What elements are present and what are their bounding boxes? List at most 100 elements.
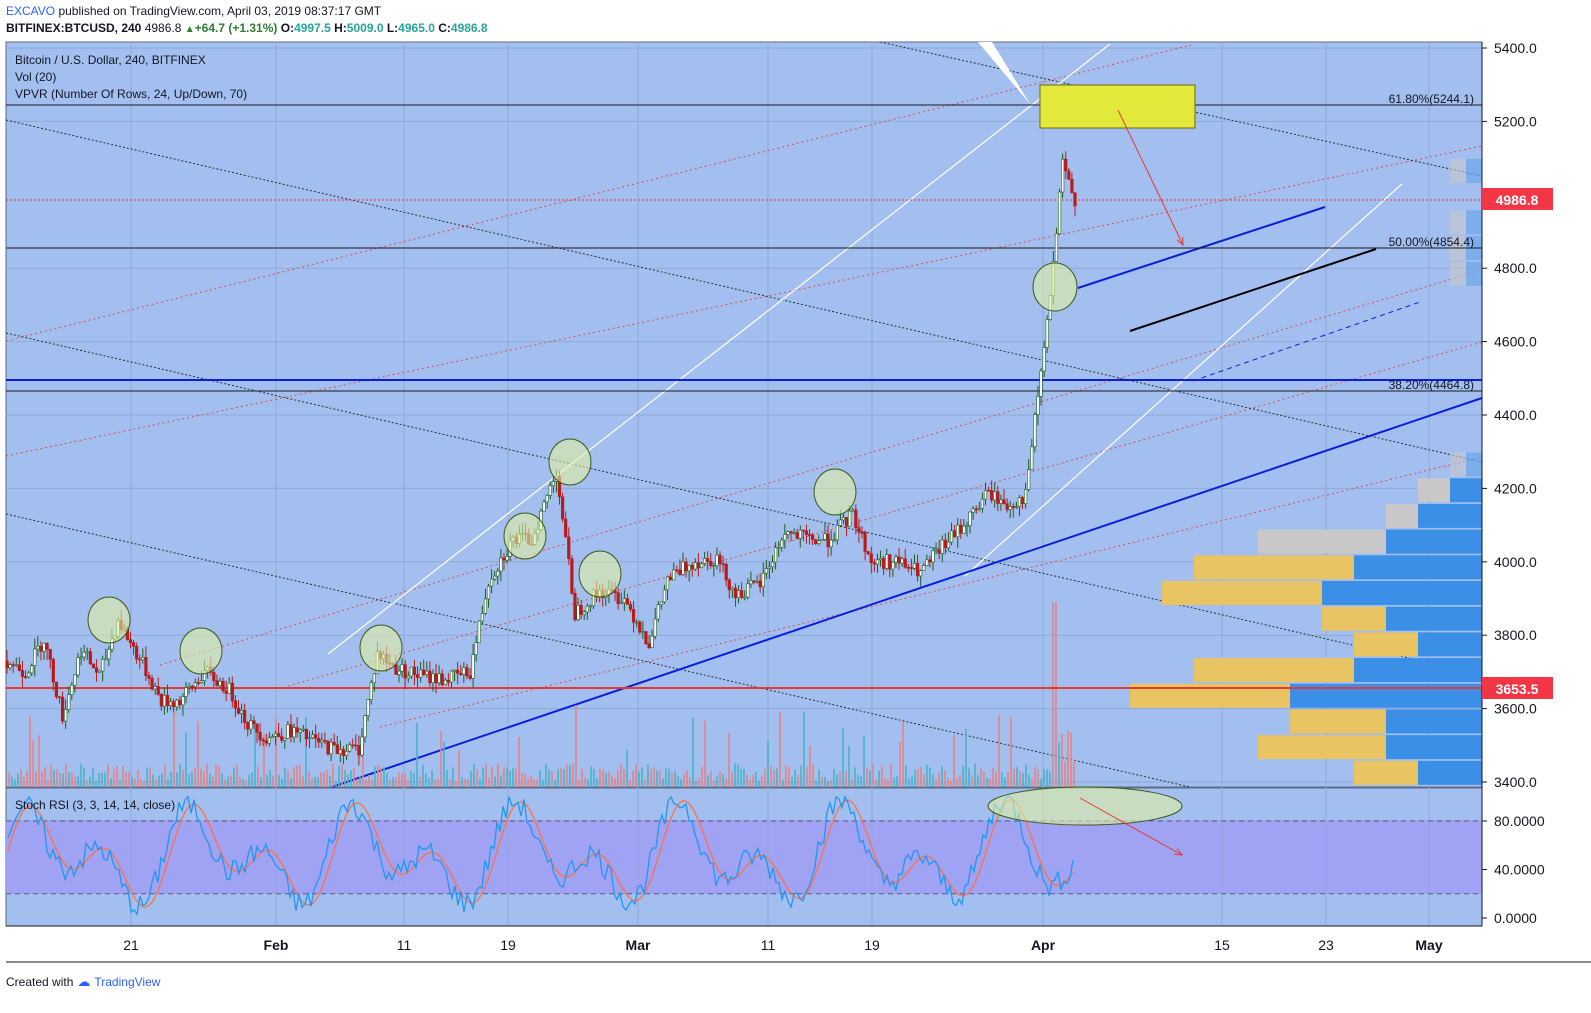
volume-bar <box>845 770 847 787</box>
volume-bar <box>506 768 508 787</box>
black-dotted-trendline <box>5 513 1191 788</box>
vpvr-down-bar <box>1418 503 1482 528</box>
volume-bar <box>662 778 664 787</box>
candle-down <box>996 491 1000 504</box>
price-tick-label: 4200.0 <box>1494 480 1537 496</box>
candle-up <box>922 565 926 571</box>
volume-bar <box>398 772 400 787</box>
candle-down <box>1073 192 1077 207</box>
candle-up <box>838 519 843 526</box>
candle-up <box>835 525 839 541</box>
volume-bar <box>53 770 55 787</box>
candle-down <box>616 592 620 604</box>
volume-bar <box>14 779 16 787</box>
candle-down <box>882 558 886 569</box>
volume-bar <box>761 776 763 787</box>
volume-bar <box>752 774 754 787</box>
volume-bar <box>410 771 412 787</box>
candle-down <box>706 558 710 562</box>
volume-bar <box>371 779 373 787</box>
candle-up <box>298 729 302 733</box>
candle-down <box>215 680 219 686</box>
volume-bar <box>971 776 973 787</box>
volume-bar <box>26 770 28 787</box>
volume-bar <box>299 765 301 787</box>
candle-down <box>323 739 327 742</box>
volume-bar <box>704 720 706 787</box>
volume-bar <box>452 767 454 787</box>
volume-bar <box>473 763 475 787</box>
candle-down <box>351 744 355 747</box>
volume-bar <box>833 768 835 787</box>
candle-up <box>42 643 46 652</box>
vpvr-down-bar <box>1466 158 1482 183</box>
volume-bar <box>947 777 949 787</box>
volume-bar <box>314 776 316 787</box>
volume-bar <box>893 777 895 787</box>
candle-down <box>758 580 762 588</box>
volume-bar <box>146 767 148 787</box>
footer-brand[interactable]: TradingView <box>94 975 161 989</box>
volume-bar <box>263 734 265 787</box>
volume-bar <box>122 766 124 787</box>
candle-down <box>172 701 176 708</box>
candle-down <box>801 529 805 532</box>
candle-down <box>150 678 154 690</box>
candle-down <box>261 739 265 742</box>
candle-up <box>681 561 685 575</box>
volume-bar <box>989 778 991 787</box>
volume-bar <box>560 768 562 787</box>
volume-bar <box>923 774 925 787</box>
blue-dashed-line <box>1192 301 1421 382</box>
volume-bar <box>362 742 364 787</box>
volume-bar <box>617 770 619 787</box>
volume-bar <box>857 774 859 787</box>
candle-up <box>227 682 231 694</box>
candle-up <box>968 511 972 526</box>
price-tick-label: 4000.0 <box>1494 554 1537 570</box>
stoch-k-line <box>7 794 1074 917</box>
candle-up <box>452 669 457 672</box>
volume-bar <box>824 777 826 787</box>
candle-down <box>974 508 978 511</box>
candle-up <box>409 666 413 677</box>
publisher-name[interactable]: EXCAVO <box>6 4 56 18</box>
volume-bar <box>776 768 778 787</box>
volume-bar <box>524 774 526 787</box>
close-label: C: <box>438 21 451 35</box>
candle-down <box>91 663 96 669</box>
volume-bar <box>644 779 646 787</box>
candle-up <box>1045 319 1049 348</box>
annotation-markers <box>87 84 1196 856</box>
candle-up <box>369 682 373 700</box>
candle-up <box>1033 414 1037 448</box>
candle-down <box>696 562 701 569</box>
volume-bar <box>260 777 262 787</box>
candle-down <box>1070 178 1074 194</box>
candle-up <box>329 742 333 755</box>
ohlc-line: BITFINEX:BTCUSD, 240 4986.8 ▲+64.7 (+1.3… <box>6 21 488 35</box>
volume-bar <box>482 767 484 787</box>
candle-up <box>576 604 580 620</box>
highlight-circle <box>578 550 622 598</box>
volume-bar <box>728 733 730 787</box>
volume-bar <box>212 776 214 787</box>
candle-down <box>468 675 472 679</box>
volume-bar <box>1016 767 1018 787</box>
vpvr-up-bar <box>1194 555 1354 580</box>
candle-up <box>27 672 31 678</box>
candle-down <box>17 664 21 671</box>
volume-bar <box>869 770 871 787</box>
vpvr-up-bar <box>1162 580 1322 605</box>
candle-up <box>764 568 768 574</box>
candle-up <box>545 495 549 503</box>
volume-bar <box>89 777 91 787</box>
volume-bar <box>206 763 208 787</box>
volume-bar <box>731 772 733 787</box>
candle-up <box>270 736 275 739</box>
volume-bar <box>320 772 322 787</box>
candle-up <box>743 596 747 599</box>
volume-bar <box>77 776 79 787</box>
volume-bar <box>44 767 46 787</box>
